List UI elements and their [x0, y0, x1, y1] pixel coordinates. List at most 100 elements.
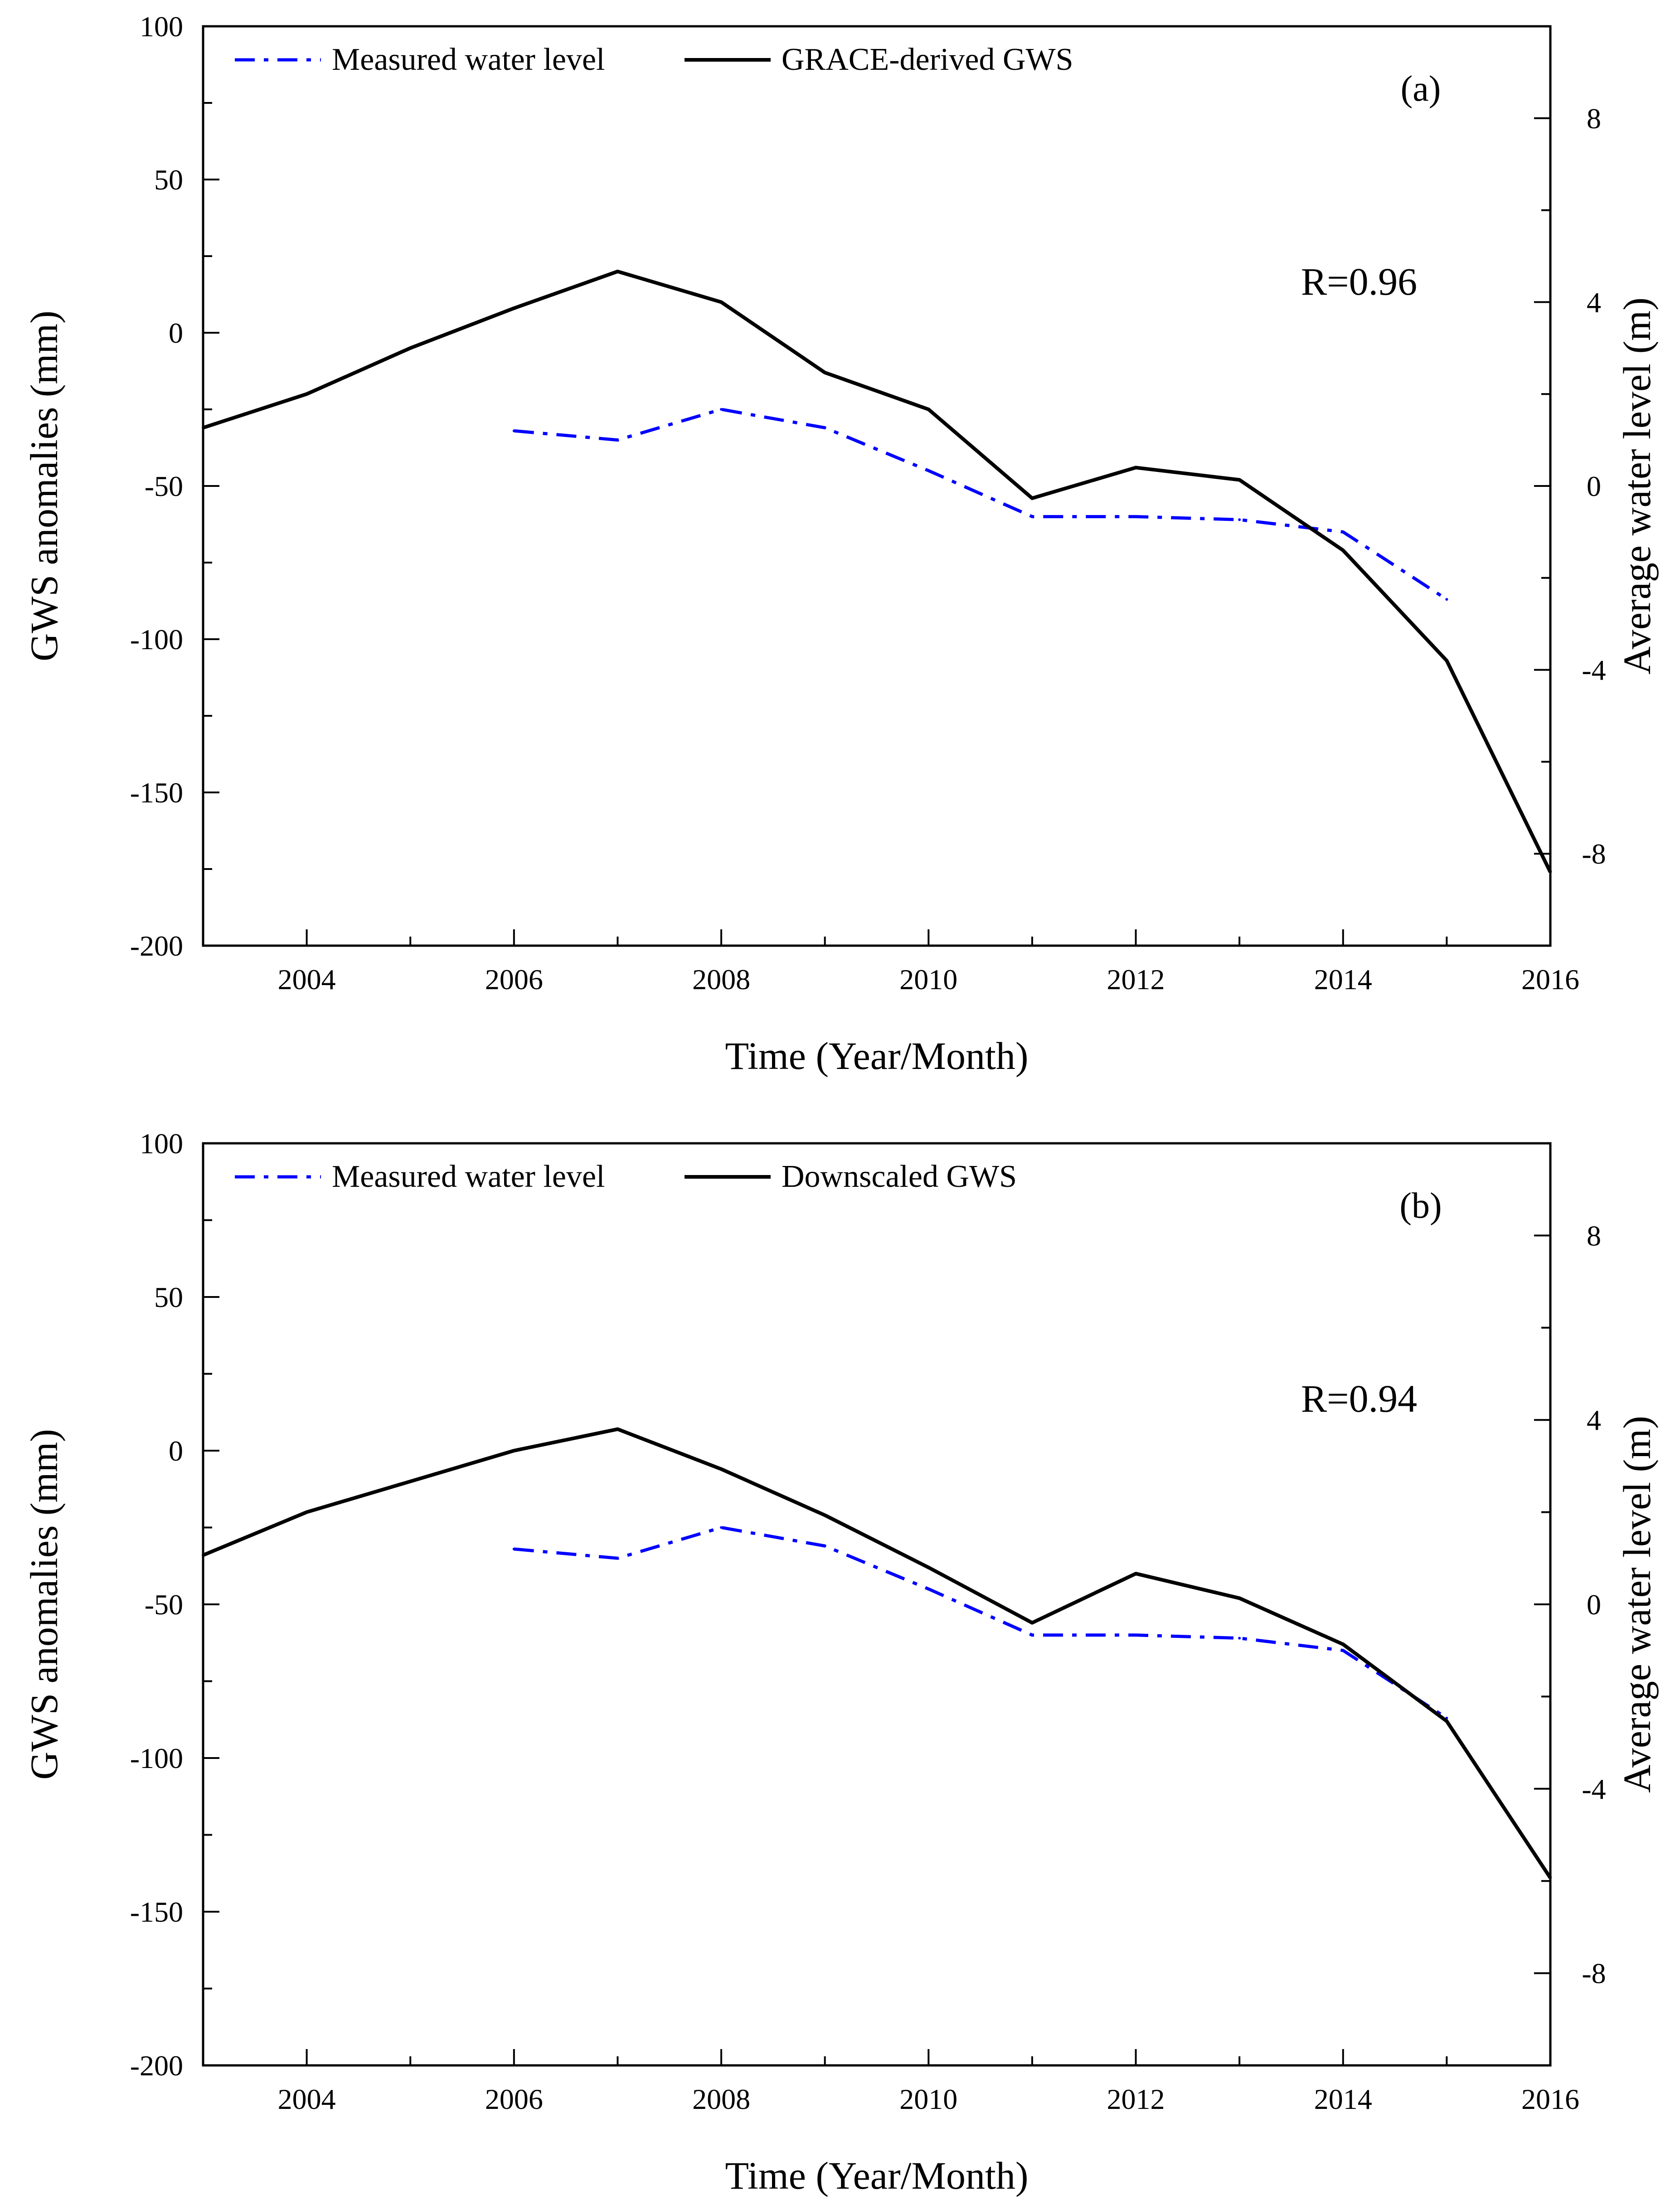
data-point-measured-water-level — [1341, 530, 1345, 534]
data-point-downscaled-gws — [305, 1511, 308, 1514]
panel-label: (a) — [1401, 69, 1441, 109]
data-point-downscaled-gws — [1549, 1876, 1552, 1880]
y2-tick-label: 8 — [1587, 1219, 1601, 1252]
data-point-downscaled-gws — [616, 1428, 619, 1431]
y2-tick-label: -8 — [1582, 1957, 1606, 1990]
data-point-downscaled-gws — [1238, 1597, 1241, 1600]
data-point-downscaled-gws — [823, 1514, 826, 1517]
data-point-measured-water-level — [1341, 1649, 1345, 1652]
data-point-grace-derived-gws — [823, 371, 826, 374]
x-tick-label: 2008 — [692, 963, 750, 996]
data-point-measured-water-level — [1238, 518, 1241, 521]
data-point-downscaled-gws — [1134, 1572, 1137, 1575]
data-point-measured-water-level — [1238, 1637, 1241, 1640]
data-point-measured-water-level — [927, 1588, 930, 1591]
y-tick-label: -200 — [130, 2050, 183, 2082]
data-point-measured-water-level — [823, 426, 826, 429]
series-line-measured-water-level — [514, 1526, 1448, 1719]
legend-label: Downscaled GWS — [782, 1159, 1017, 1194]
y2-tick-label: 4 — [1587, 1404, 1601, 1436]
y-axis-title: GWS anomalies (mm) — [22, 311, 66, 661]
data-point-grace-derived-gws — [409, 346, 412, 350]
y-tick-label: 100 — [140, 1127, 183, 1160]
data-point-measured-water-level — [823, 1545, 826, 1548]
legend-label: Measured water level — [332, 42, 605, 77]
x-tick-label: 2012 — [1107, 2083, 1165, 2115]
y-tick-label: -150 — [130, 1896, 183, 1928]
data-point-downscaled-gws — [202, 1554, 204, 1557]
panel-b: 2004 2006 2008 2010 2012 2014 2016 -200 -150 -100… — [22, 1127, 1659, 2197]
data-point-downscaled-gws — [1445, 1719, 1448, 1723]
series-line-downscaled-gws — [202, 1427, 1552, 1879]
data-point-measured-water-level — [1134, 515, 1137, 518]
data-point-grace-derived-gws — [720, 301, 723, 304]
y2-tick-label: 0 — [1587, 1588, 1601, 1621]
data-point-grace-derived-gws — [1134, 466, 1137, 469]
data-point-downscaled-gws — [409, 1480, 412, 1483]
data-point-downscaled-gws — [1030, 1621, 1034, 1624]
y-tick-label: -200 — [130, 930, 183, 962]
y-tick-label: -100 — [130, 1742, 183, 1774]
data-point-grace-derived-gws — [1030, 497, 1034, 500]
y-tick-label: 0 — [169, 317, 183, 349]
legend-label: Measured water level — [332, 1159, 605, 1194]
x-tick-label: 2016 — [1521, 2083, 1579, 2115]
y2-tick-label: -8 — [1582, 838, 1606, 870]
y-tick-label: -50 — [145, 1588, 183, 1621]
data-point-grace-derived-gws — [1238, 478, 1241, 481]
y-tick-label: 50 — [154, 1281, 183, 1313]
plot-frame — [202, 25, 1552, 947]
panel-label: (b) — [1399, 1186, 1442, 1226]
data-point-measured-water-level — [512, 429, 515, 432]
y-tick-label: 50 — [154, 164, 183, 196]
data-point-grace-derived-gws — [305, 393, 308, 396]
series-line-grace-derived-gws — [202, 269, 1552, 873]
y2-tick-label: -4 — [1582, 654, 1606, 686]
data-point-measured-water-level — [616, 438, 619, 442]
data-point-grace-derived-gws — [1445, 659, 1448, 662]
data-point-measured-water-level — [1445, 598, 1448, 601]
x-tick-label: 2004 — [278, 2083, 336, 2115]
y2-axis-title: Average water level (m) — [1615, 1416, 1659, 1793]
x-axis-title: Time (Year/Month) — [725, 2154, 1029, 2197]
x-axis-title: Time (Year/Month) — [725, 1034, 1029, 1078]
data-point-grace-derived-gws — [1549, 870, 1552, 874]
data-point-grace-derived-gws — [1341, 549, 1345, 552]
x-tick-label: 2010 — [899, 963, 957, 996]
data-point-measured-water-level — [616, 1557, 619, 1560]
x-tick-label: 2006 — [485, 963, 543, 996]
data-point-measured-water-level — [927, 469, 930, 472]
y-tick-label: -50 — [145, 470, 183, 502]
data-point-grace-derived-gws — [616, 270, 619, 273]
data-point-downscaled-gws — [720, 1467, 723, 1471]
data-point-measured-water-level — [1134, 1633, 1137, 1637]
x-tick-label: 2014 — [1314, 2083, 1372, 2115]
data-point-measured-water-level — [1030, 1633, 1034, 1637]
data-point-downscaled-gws — [927, 1566, 930, 1569]
panel-a: 2004 2006 2008 2010 2012 2014 2016 -200 -150 -100… — [22, 10, 1659, 1078]
x-tick-label: 2006 — [485, 2083, 543, 2115]
data-point-downscaled-gws — [1341, 1643, 1345, 1646]
y-tick-label: -100 — [130, 623, 183, 656]
correlation-annotation: R=0.96 — [1301, 260, 1417, 303]
data-point-grace-derived-gws — [202, 426, 204, 429]
data-point-grace-derived-gws — [512, 306, 515, 310]
y2-tick-label: 0 — [1587, 470, 1601, 502]
x-tick-label: 2008 — [692, 2083, 750, 2115]
data-point-measured-water-level — [512, 1547, 515, 1550]
x-tick-label: 2010 — [899, 2083, 957, 2115]
y2-axis-title: Average water level (m) — [1615, 297, 1659, 675]
y2-tick-label: -4 — [1582, 1773, 1606, 1805]
data-point-measured-water-level — [720, 1526, 723, 1529]
data-point-measured-water-level — [720, 408, 723, 411]
y-axis-title: GWS anomalies (mm) — [22, 1429, 66, 1780]
data-point-downscaled-gws — [512, 1449, 515, 1452]
data-point-measured-water-level — [1030, 515, 1034, 518]
y-tick-label: -150 — [130, 777, 183, 809]
legend-label: GRACE-derived GWS — [782, 42, 1073, 77]
x-tick-label: 2016 — [1521, 963, 1579, 996]
correlation-annotation: R=0.94 — [1301, 1377, 1417, 1420]
y-tick-label: 0 — [169, 1435, 183, 1467]
series-line-measured-water-level — [514, 408, 1448, 601]
